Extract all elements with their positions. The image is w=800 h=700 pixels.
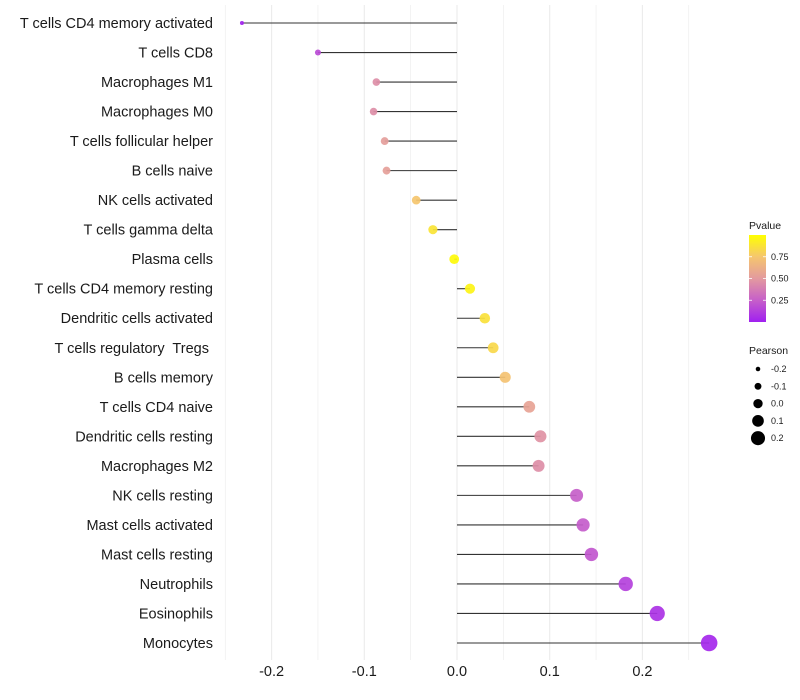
lollipop-point bbox=[411, 195, 421, 205]
y-category-label: Neutrophils bbox=[140, 577, 213, 593]
legend-pvalue: Pvalue 0.25 0.50 0.75 bbox=[749, 220, 789, 322]
lollipop-point bbox=[499, 371, 511, 383]
lollipop-point bbox=[534, 430, 547, 443]
y-category-label: NK cells activated bbox=[98, 193, 213, 209]
lollipop-point bbox=[479, 312, 491, 324]
x-axis-labels: -0.2 -0.1 0.0 0.1 0.2 bbox=[259, 664, 652, 680]
y-category-label: NK cells resting bbox=[112, 488, 213, 504]
size-legend-label: 0.0 bbox=[771, 399, 784, 409]
y-category-label: T cells CD4 naive bbox=[100, 400, 213, 416]
y-category-label: Macrophages M2 bbox=[101, 459, 213, 475]
lollipop-point bbox=[700, 634, 718, 652]
y-category-label: T cells gamma delta bbox=[84, 223, 214, 239]
y-category-label: Eosinophils bbox=[139, 606, 213, 622]
lollipop-point bbox=[576, 518, 590, 532]
lollipop-segments bbox=[241, 22, 710, 644]
lollipop-point bbox=[570, 488, 584, 502]
lollipop-point bbox=[449, 254, 460, 265]
lollipop-point bbox=[428, 225, 438, 235]
y-category-label: Macrophages M1 bbox=[101, 75, 213, 91]
y-category-label: T cells regulatory Tregs bbox=[55, 341, 214, 357]
colorbar-tick-label: 0.25 bbox=[771, 295, 789, 305]
lollipop-points bbox=[239, 21, 718, 652]
legend-pearson-title: Pearson bbox=[749, 345, 788, 357]
grid bbox=[224, 5, 690, 660]
y-category-label: B cells memory bbox=[114, 370, 214, 386]
x-tick-label: 0.1 bbox=[540, 664, 560, 680]
lollipop-point bbox=[382, 166, 391, 175]
size-legend-key bbox=[754, 382, 762, 390]
colorbar-tick-label: 0.75 bbox=[771, 252, 789, 262]
size-legend-label: 0.1 bbox=[771, 416, 784, 426]
size-legend-label: -0.1 bbox=[771, 381, 787, 391]
y-category-label: B cells naive bbox=[132, 164, 213, 180]
lollipop-point bbox=[380, 137, 389, 146]
size-legend-key bbox=[755, 366, 761, 372]
y-category-label: T cells CD8 bbox=[138, 46, 213, 62]
lollipop-point bbox=[618, 576, 633, 592]
legend-pvalue-colorbar bbox=[749, 235, 766, 322]
x-tick-label: 0.0 bbox=[447, 664, 467, 680]
y-category-label: Monocytes bbox=[143, 636, 213, 652]
size-legend-key bbox=[753, 398, 763, 409]
y-category-label: T cells follicular helper bbox=[70, 134, 213, 150]
y-category-label: Dendritic cells resting bbox=[75, 429, 213, 445]
lollipop-point bbox=[314, 49, 321, 56]
lollipop-point bbox=[372, 78, 381, 86]
size-legend-key bbox=[750, 431, 766, 446]
x-tick-label: -0.2 bbox=[259, 664, 284, 680]
y-category-label: Macrophages M0 bbox=[101, 105, 213, 121]
y-category-label: T cells CD4 memory activated bbox=[20, 16, 213, 32]
y-category-label: T cells CD4 memory resting bbox=[34, 282, 213, 298]
size-legend-label: 0.2 bbox=[771, 433, 784, 443]
lollipop-point bbox=[239, 21, 244, 25]
y-category-label: Mast cells activated bbox=[86, 518, 213, 534]
y-category-label: Dendritic cells activated bbox=[61, 311, 213, 327]
lollipop-point bbox=[649, 605, 665, 622]
size-legend-label: -0.2 bbox=[771, 364, 787, 374]
lollipop-point bbox=[532, 459, 545, 472]
lollipop-point bbox=[487, 342, 499, 354]
size-legend-key bbox=[752, 415, 764, 427]
legend-pearson: Pearson -0.2 -0.1 0.0 0.1 0.2 bbox=[749, 345, 788, 446]
x-tick-label: -0.1 bbox=[352, 664, 377, 680]
x-tick-label: 0.2 bbox=[632, 664, 652, 680]
y-category-label: Mast cells resting bbox=[101, 547, 213, 563]
lollipop-point bbox=[523, 400, 536, 413]
y-category-label: Plasma cells bbox=[132, 252, 213, 268]
legend-pvalue-title: Pvalue bbox=[749, 220, 781, 232]
lollipop-point bbox=[464, 283, 476, 294]
colorbar-tick-label: 0.50 bbox=[771, 274, 789, 284]
lollipop-point bbox=[584, 547, 599, 562]
y-axis-labels: T cells CD4 memory activated T cells CD8 M… bbox=[20, 16, 214, 652]
lollipop-point bbox=[369, 107, 378, 116]
